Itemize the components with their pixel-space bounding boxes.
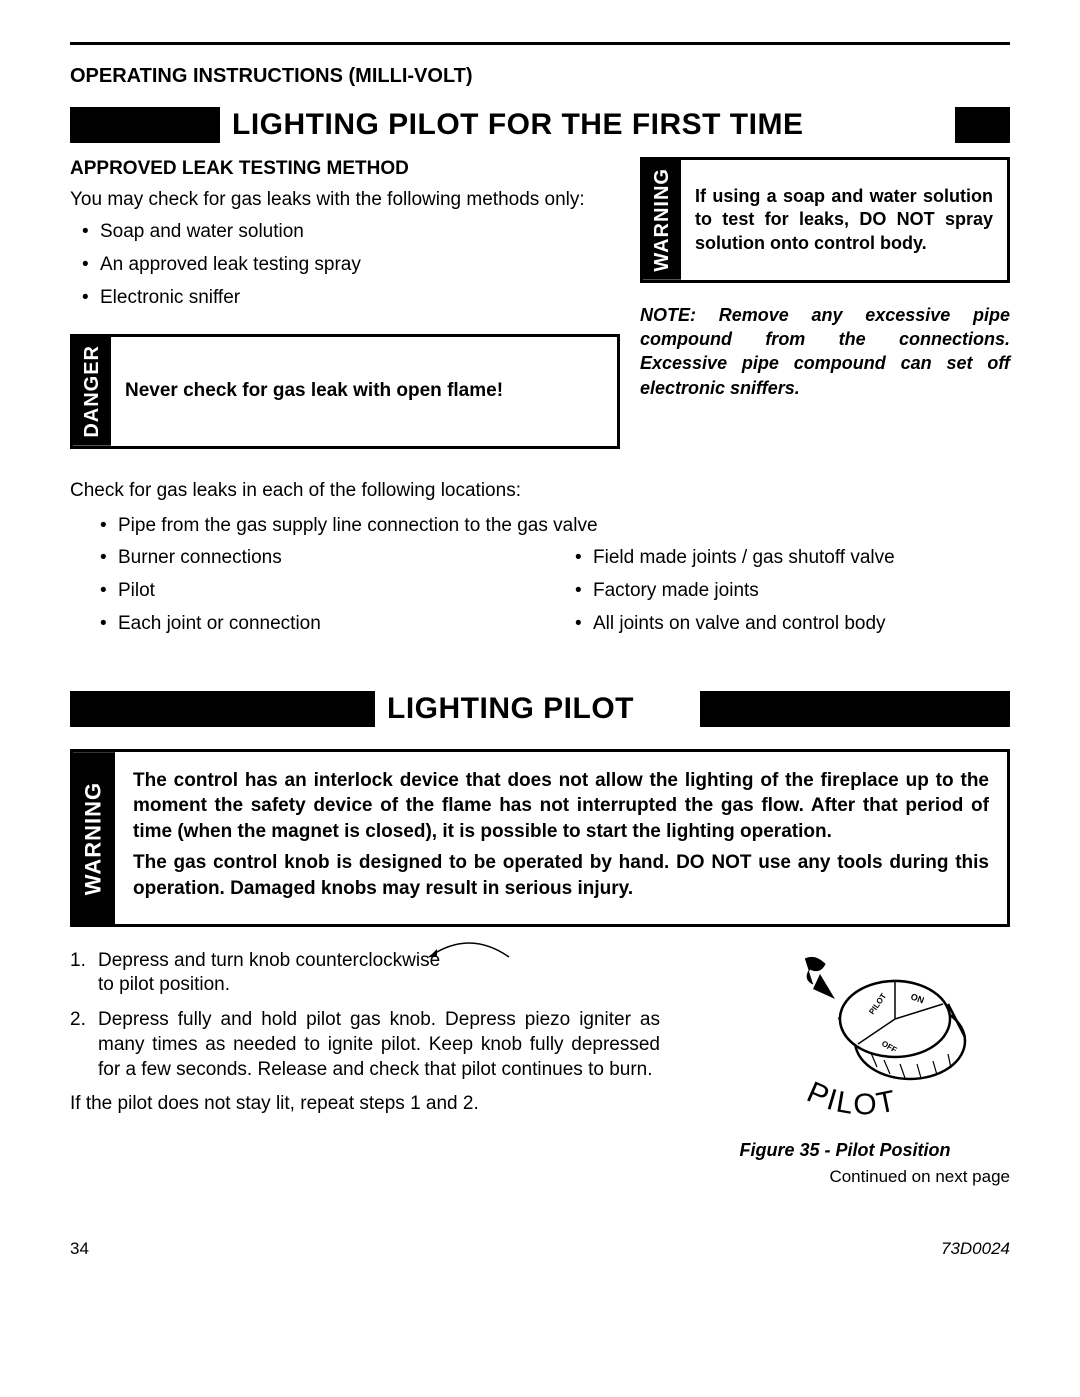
banner-text-1: LIGHTING PILOT FOR THE FIRST TIME (220, 103, 815, 147)
leak-test-intro: You may check for gas leaks with the fol… (70, 188, 620, 213)
location-item: All joints on valve and control body (575, 612, 1010, 637)
leak-methods-list: Soap and water solution An approved leak… (70, 220, 620, 310)
big-warning-p2: The gas control knob is designed to be o… (133, 850, 989, 901)
step-item: 2. Depress fully and hold pilot gas knob… (70, 1008, 660, 1082)
big-warning-callout: WARNING The control has an interlock dev… (70, 749, 1010, 927)
operating-instructions-heading: OPERATING INSTRUCTIONS (MILLI-VOLT) (70, 63, 1010, 89)
location-item: Field made joints / gas shutoff valve (575, 546, 1010, 571)
big-warning-label: WARNING (73, 752, 115, 924)
pilot-word: PILOT (802, 1075, 900, 1121)
pointer-arrow-icon (813, 974, 835, 999)
step-2-text: Depress fully and hold pilot gas knob. D… (98, 1008, 660, 1082)
banner-bar-left (70, 691, 375, 727)
page-footer: 34 73D0024 (70, 1238, 1010, 1260)
location-item: Pipe from the gas supply line connection… (100, 514, 1010, 539)
counterclockwise-arc-icon (445, 949, 493, 974)
step-number: 2. (70, 1008, 98, 1082)
document-number: 73D0024 (941, 1238, 1010, 1260)
location-item: Burner connections (100, 546, 535, 571)
pilot-repeat-text: If the pilot does not stay lit, repeat s… (70, 1092, 660, 1117)
banner-bar-right (700, 691, 1010, 727)
big-warning-p1: The control has an interlock device that… (133, 768, 989, 845)
location-item: Pilot (100, 579, 535, 604)
step-1-text-b: to pilot position. (98, 974, 230, 995)
danger-callout: DANGER Never check for gas leak with ope… (70, 334, 620, 449)
danger-text: Never check for gas leak with open flame… (111, 337, 617, 446)
leak-method-item: Electronic sniffer (100, 286, 620, 311)
leak-test-heading: APPROVED LEAK TESTING METHOD (70, 157, 620, 182)
step-number: 1. (70, 949, 98, 998)
step-item: 1. Depress and turn knob counterclockwis… (70, 949, 660, 998)
leak-method-item: An approved leak testing spray (100, 253, 620, 278)
step-1-text-a: Depress and turn knob counterclockwise (98, 950, 440, 971)
note-text: NOTE: Remove any excessive pipe compound… (640, 303, 1010, 400)
figure-caption: Figure 35 - Pilot Position (680, 1139, 1010, 1162)
location-item: Factory made joints (575, 579, 1010, 604)
warning-side-callout: WARNING If using a soap and water soluti… (640, 157, 1010, 283)
warning-side-label: WARNING (643, 160, 681, 280)
danger-label: DANGER (73, 337, 111, 446)
check-locations-intro: Check for gas leaks in each of the follo… (70, 479, 1010, 504)
top-rule (70, 42, 1010, 45)
locations-grid: Pipe from the gas supply line connection… (70, 514, 1010, 637)
page-number: 34 (70, 1238, 89, 1260)
continued-text: Continued on next page (680, 1166, 1010, 1188)
banner-bar-right (955, 107, 1010, 143)
pilot-knob-diagram: ON PILOT OFF PILOT (695, 949, 995, 1129)
warning-side-text: If using a soap and water solution to te… (681, 160, 1007, 280)
leak-method-item: Soap and water solution (100, 220, 620, 245)
steps-list: 1. Depress and turn knob counterclockwis… (70, 949, 660, 1082)
banner-text-2: LIGHTING PILOT (375, 687, 646, 731)
banner-lighting-pilot: LIGHTING PILOT (70, 687, 1010, 731)
banner-lighting-first-time: LIGHTING PILOT FOR THE FIRST TIME (70, 103, 1010, 147)
banner-bar-left (70, 107, 220, 143)
location-item: Each joint or connection (100, 612, 535, 637)
